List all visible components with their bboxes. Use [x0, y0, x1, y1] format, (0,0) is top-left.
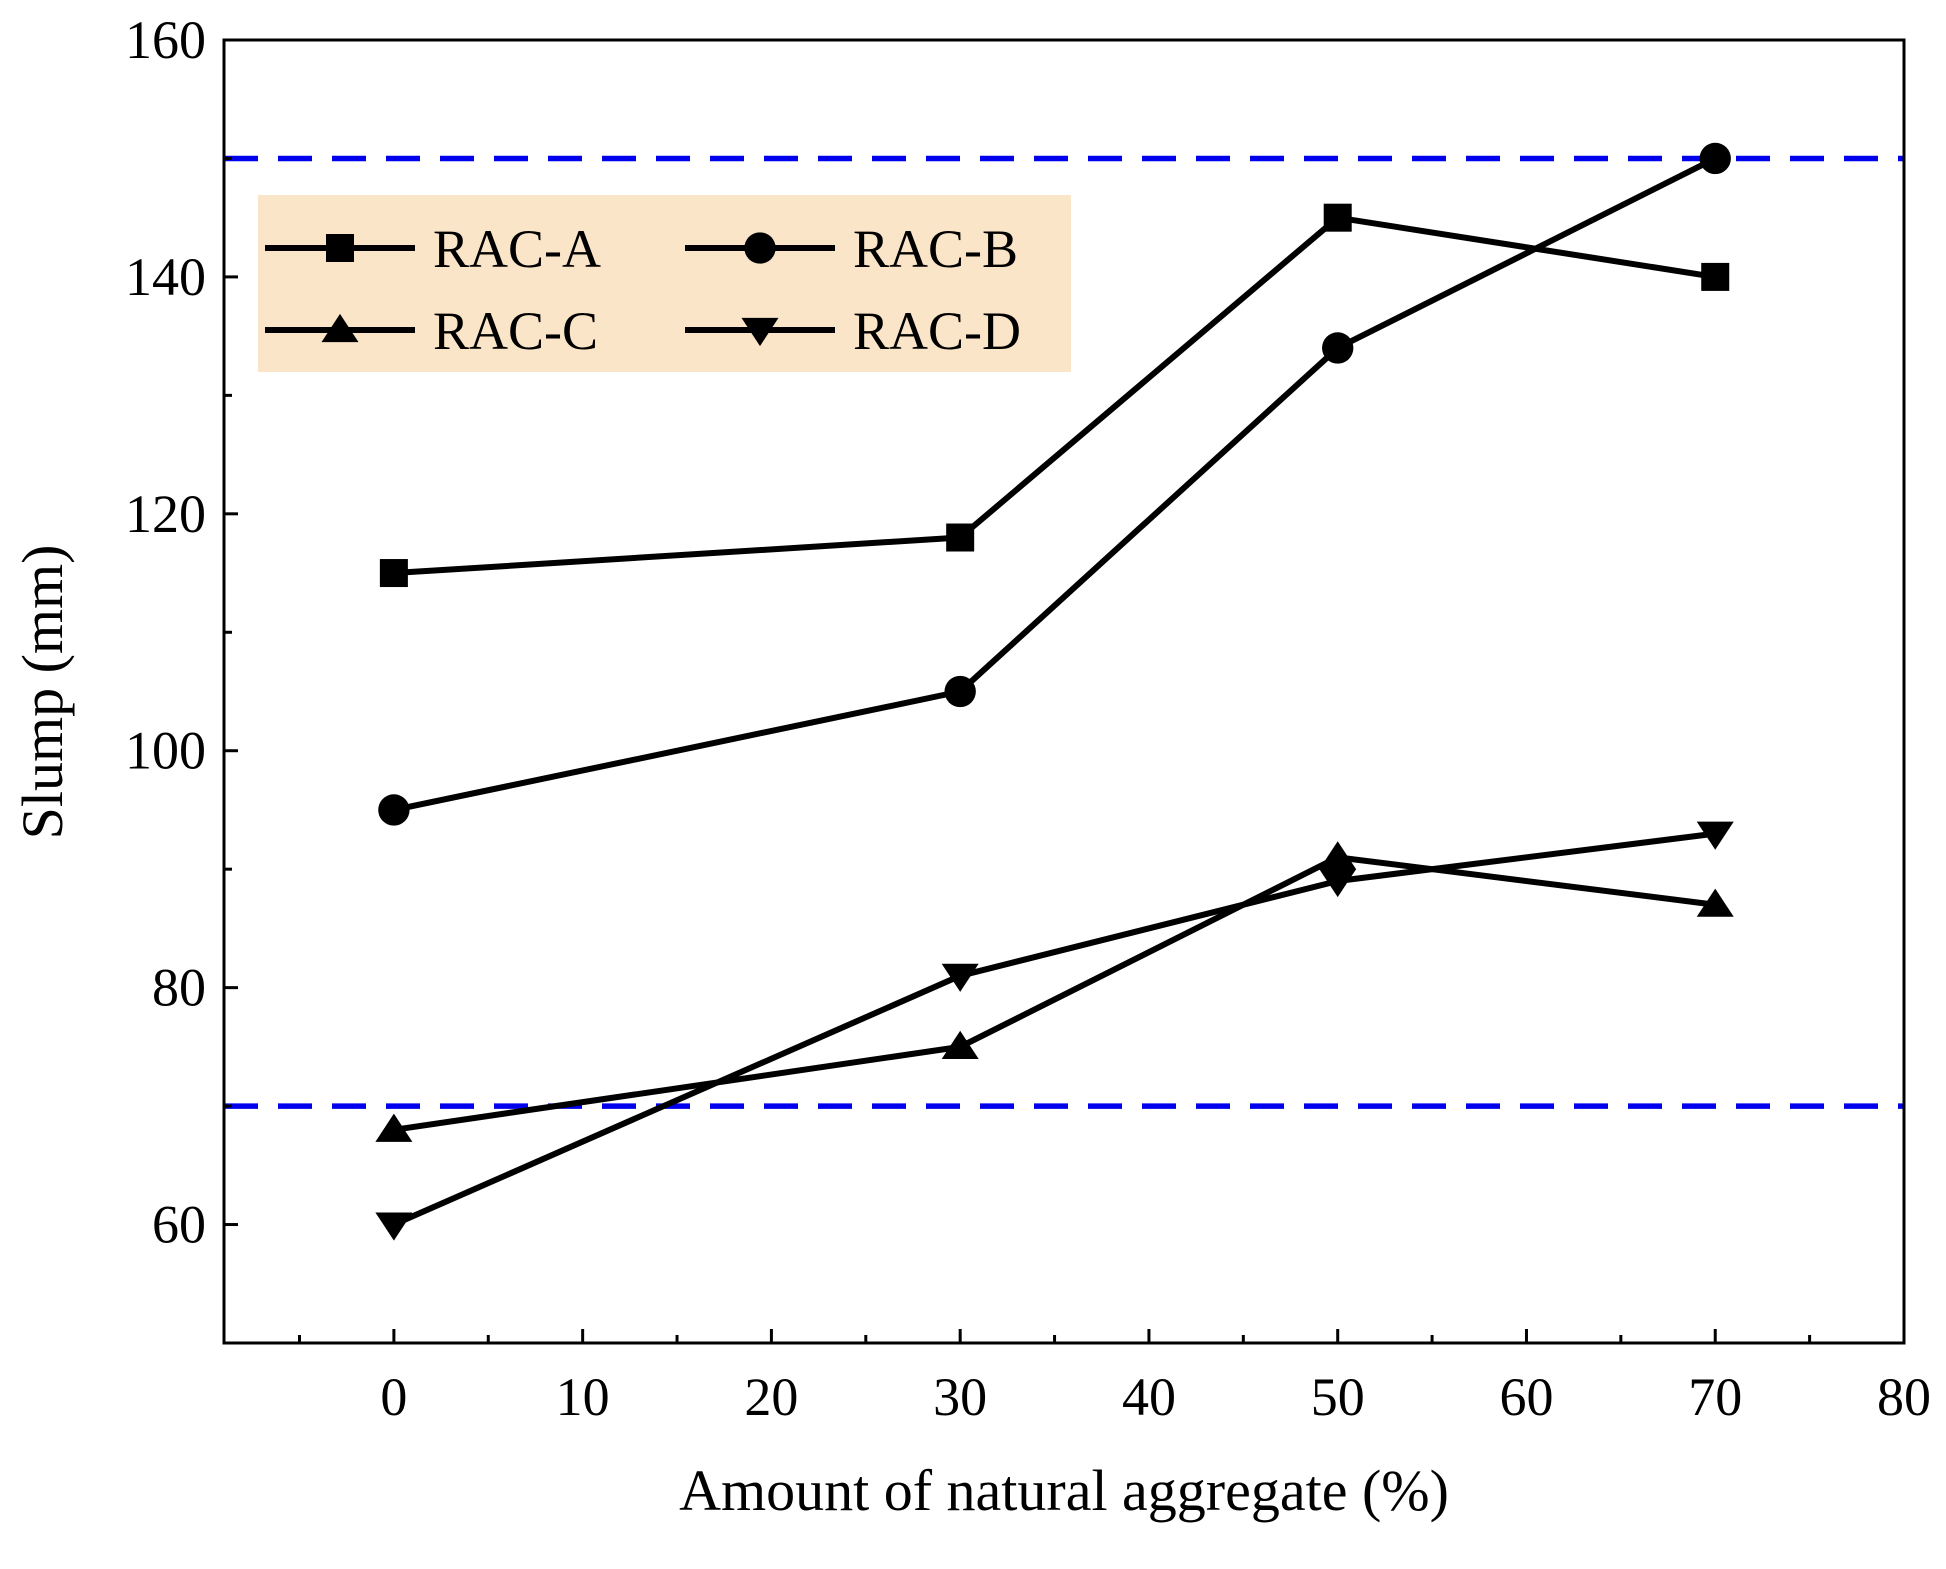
- y-tick-label: 160: [125, 10, 206, 70]
- series-line-rac-b: [393, 155, 1717, 813]
- series-rac-b: [378, 142, 1731, 826]
- legend-label: RAC-D: [853, 301, 1021, 361]
- y-tick-label: 100: [125, 721, 206, 781]
- legend: RAC-A RAC-B RAC-C RAC-D: [258, 195, 1071, 372]
- data-point-rac-d: [375, 1212, 413, 1241]
- series-line-rac-d: [392, 830, 1716, 1228]
- y-axis-title: Slump (mm): [10, 545, 75, 840]
- data-point-rac-c: [1696, 888, 1734, 917]
- series-line-rac-a: [393, 214, 1716, 577]
- legend-marker-rac-a: [326, 234, 354, 262]
- data-point-rac-a: [379, 559, 408, 588]
- legend-marker-rac-b: [744, 232, 776, 264]
- x-axis: 0 10 20 30 40 50 60 70 80: [298, 1329, 1931, 1427]
- data-point-rac-a: [1701, 262, 1730, 291]
- data-point-rac-c: [1319, 841, 1357, 870]
- data-point-rac-b: [1322, 332, 1354, 364]
- x-tick-label: 10: [556, 1367, 610, 1427]
- data-point-rac-b: [1699, 142, 1731, 175]
- legend-label: RAC-C: [433, 301, 598, 361]
- series-rac-a: [379, 203, 1730, 588]
- y-tick-label: 120: [125, 484, 206, 544]
- data-point-rac-d: [1696, 821, 1734, 850]
- data-point-rac-b: [378, 794, 410, 826]
- y-tick-label: 140: [125, 247, 206, 307]
- legend-item-rac-b: RAC-B: [685, 219, 1018, 279]
- legend-label: RAC-A: [433, 219, 601, 279]
- legend-marker-rac-d: [741, 317, 779, 347]
- legend-item-rac-d: RAC-D: [685, 301, 1021, 361]
- y-axis: 60 80 100 120 140 160: [125, 10, 238, 1255]
- x-tick-label: 30: [933, 1367, 987, 1427]
- legend-label: RAC-B: [853, 219, 1018, 279]
- series-rac-d: [375, 821, 1734, 1241]
- x-tick-label: 0: [380, 1367, 407, 1427]
- data-point-rac-a: [946, 523, 975, 552]
- series-line-rac-c: [393, 854, 1716, 1133]
- legend-item-rac-a: RAC-A: [265, 219, 601, 279]
- legend-item-rac-c: RAC-C: [265, 301, 598, 361]
- x-tick-label: 20: [744, 1367, 798, 1427]
- y-tick-label: 80: [152, 958, 206, 1018]
- series-layer: [375, 142, 1734, 1241]
- data-point-rac-d: [941, 963, 979, 992]
- legend-background: [258, 195, 1071, 372]
- plot-frame: [222, 38, 1906, 1345]
- legend-marker-rac-c: [321, 313, 359, 343]
- data-point-rac-b: [944, 675, 976, 708]
- reference-lines: [224, 155, 1904, 1109]
- data-point-rac-c: [375, 1113, 413, 1142]
- data-point-rac-d: [1319, 868, 1357, 898]
- data-point-rac-a: [1323, 203, 1352, 232]
- x-tick-label: 80: [1877, 1367, 1931, 1427]
- x-axis-title: Amount of natural aggregate (%): [679, 1458, 1449, 1523]
- x-tick-label: 70: [1688, 1367, 1742, 1427]
- data-point-rac-c: [941, 1030, 979, 1059]
- x-tick-label: 40: [1122, 1367, 1176, 1427]
- y-tick-label: 60: [152, 1195, 206, 1255]
- series-rac-c: [375, 841, 1734, 1142]
- x-tick-label: 50: [1311, 1367, 1365, 1427]
- x-tick-label: 60: [1499, 1367, 1553, 1427]
